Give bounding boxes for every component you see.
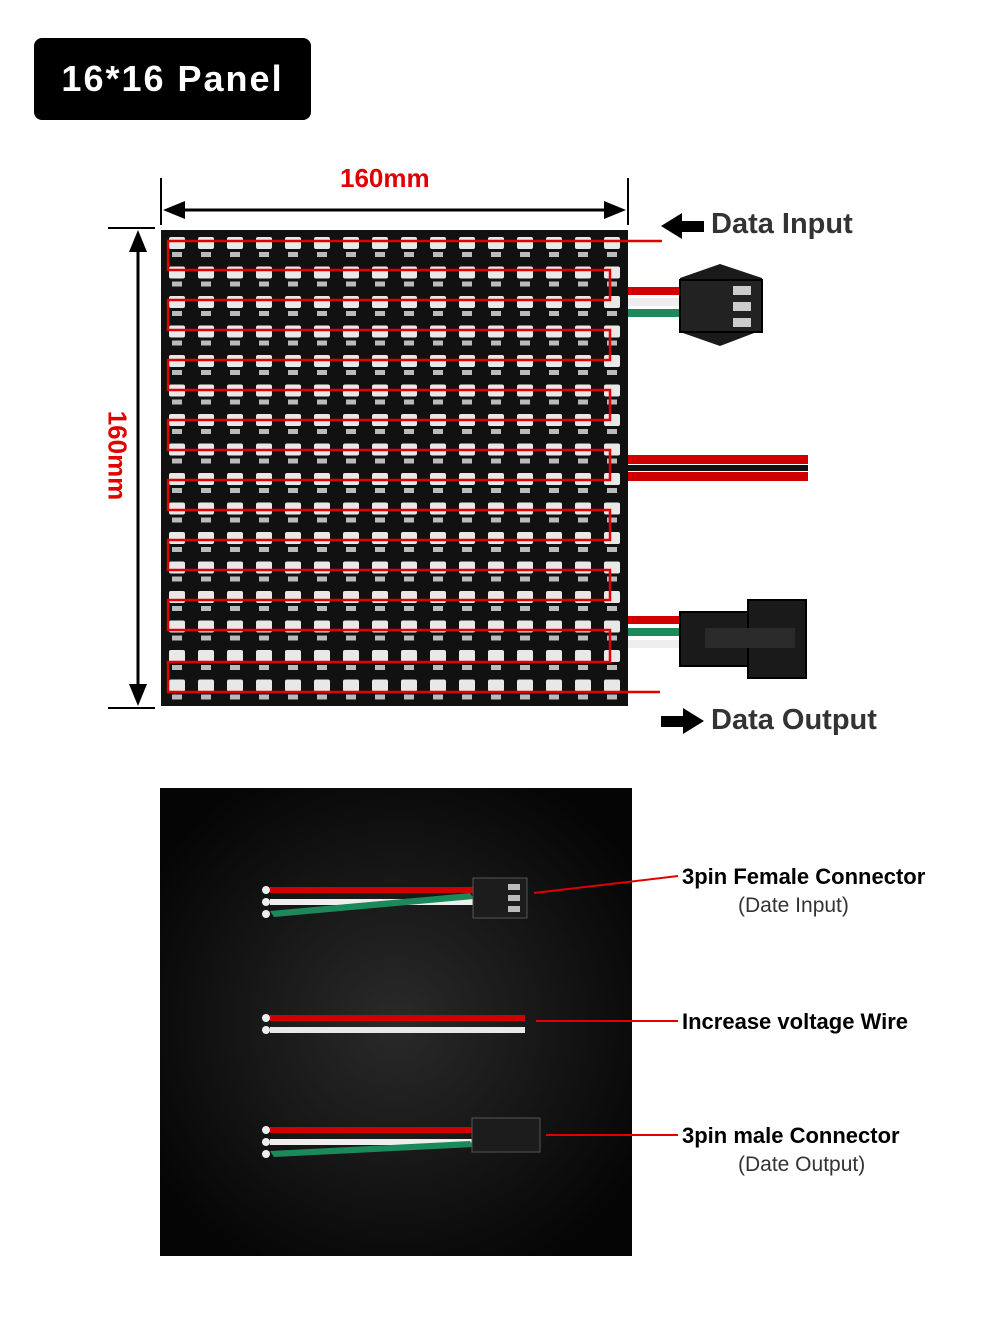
callout-leaders bbox=[533, 875, 679, 1136]
data-output-label: Data Output bbox=[711, 704, 877, 736]
voltage-wire bbox=[628, 455, 808, 481]
width-dimension bbox=[160, 178, 629, 225]
data-input-arrow-icon bbox=[661, 213, 704, 239]
output-connector bbox=[628, 599, 807, 679]
height-dimension bbox=[108, 227, 155, 709]
data-output-arrow-icon bbox=[661, 708, 704, 734]
callout-female-connector-title: 3pin Female Connector bbox=[682, 864, 926, 889]
data-input-label: Data Input bbox=[711, 208, 853, 240]
callout-female-connector-subtitle: (Date Input) bbox=[738, 894, 849, 917]
width-label: 160mm bbox=[340, 163, 430, 193]
input-connector bbox=[628, 264, 763, 346]
callout-male-connector-subtitle: (Date Output) bbox=[738, 1153, 866, 1176]
led-panel bbox=[161, 230, 662, 706]
panel-title-badge: 16*16 Panel bbox=[34, 38, 311, 120]
panel-title: 16*16 Panel bbox=[61, 58, 284, 99]
callout-male-connector-title: 3pin male Connector bbox=[682, 1123, 900, 1148]
callout-voltage-wire-title: Increase voltage Wire bbox=[682, 1009, 909, 1034]
height-label: 160mm bbox=[102, 410, 133, 501]
